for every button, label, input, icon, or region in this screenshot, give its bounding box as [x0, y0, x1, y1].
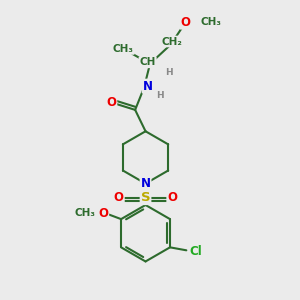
Text: H: H — [157, 91, 164, 100]
Text: CH: CH — [140, 57, 156, 67]
Text: CH₃: CH₃ — [75, 208, 96, 218]
Text: O: O — [98, 207, 108, 220]
Text: Cl: Cl — [190, 245, 202, 258]
Text: O: O — [114, 191, 124, 204]
Text: N: N — [140, 177, 151, 190]
Text: H: H — [166, 68, 173, 77]
Text: CH₃: CH₃ — [200, 17, 221, 27]
Text: O: O — [167, 191, 177, 204]
Text: O: O — [181, 16, 191, 29]
Text: S: S — [141, 191, 150, 204]
Text: CH₂: CH₂ — [162, 37, 183, 46]
Text: CH₃: CH₃ — [113, 44, 134, 54]
Text: N: N — [142, 80, 153, 93]
Text: O: O — [106, 96, 116, 109]
